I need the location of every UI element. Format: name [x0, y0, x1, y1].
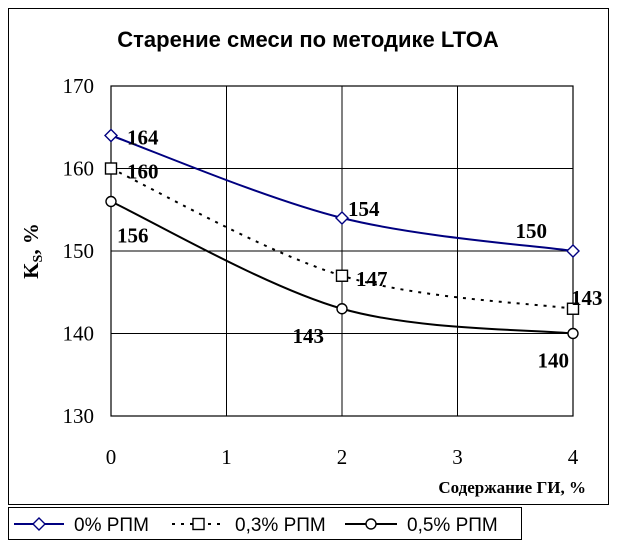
data-label: 143 [571, 286, 603, 310]
y-tick-label: 130 [63, 404, 95, 428]
legend: 0% РПМ 0,3% РПМ 0,5% РПМ [14, 515, 498, 536]
series-2 [104, 162, 580, 315]
y-axis-title-suffix: , % [19, 223, 43, 255]
legend-item-3: 0,5% РПМ [345, 515, 498, 536]
legend-marker [32, 517, 46, 531]
series-layer [104, 128, 580, 340]
legend-item-1: 0% РПМ [14, 515, 149, 536]
y-axis-title-sub: S [31, 254, 46, 262]
legend-box [8, 507, 522, 540]
data-label: 164 [127, 126, 159, 150]
data-label: 140 [538, 349, 570, 373]
x-tick-label: 4 [568, 445, 579, 469]
series-1 [104, 128, 580, 258]
data-label: 143 [293, 324, 325, 348]
y-axis-title: KS, % [19, 223, 46, 279]
x-tick-label: 1 [221, 445, 232, 469]
y-tick-labels: 130 140 150 160 170 [63, 74, 95, 428]
data-label: 154 [348, 197, 380, 221]
legend-label: 0% РПМ [74, 515, 149, 536]
data-point [335, 211, 349, 225]
data-point [104, 162, 118, 175]
data-point [336, 303, 348, 315]
data-point [566, 244, 580, 258]
legend-marker [365, 518, 377, 530]
x-tick-label: 0 [106, 445, 117, 469]
legend-label: 0,3% РПМ [235, 515, 326, 536]
data-labels: 164 154 150 160 147 143 156 143 140 [117, 126, 603, 373]
data-point [104, 128, 118, 143]
y-tick-label: 140 [63, 322, 95, 346]
chart-title: Старение смеси по методике LTOA [117, 27, 499, 52]
data-point [105, 195, 117, 208]
series-3 [105, 195, 579, 340]
data-label: 160 [127, 160, 159, 184]
x-axis-title: Содержание ГИ, % [438, 478, 586, 497]
x-tick-labels: 0 1 2 3 4 [106, 445, 579, 469]
data-point [566, 302, 580, 315]
y-tick-label: 150 [63, 239, 95, 263]
y-axis-title-main: K [19, 262, 43, 279]
legend-item-2: 0,3% РПМ [172, 515, 326, 536]
x-tick-label: 2 [337, 445, 348, 469]
legend-marker [192, 517, 205, 531]
y-tick-label: 170 [63, 74, 95, 98]
x-tick-label: 3 [452, 445, 463, 469]
data-label: 156 [117, 224, 149, 248]
y-tick-label: 160 [63, 157, 95, 181]
legend-label: 0,5% РПМ [407, 515, 498, 536]
data-point [567, 327, 579, 340]
data-label: 147 [356, 267, 388, 291]
data-point [335, 269, 349, 282]
data-label: 150 [516, 219, 548, 243]
